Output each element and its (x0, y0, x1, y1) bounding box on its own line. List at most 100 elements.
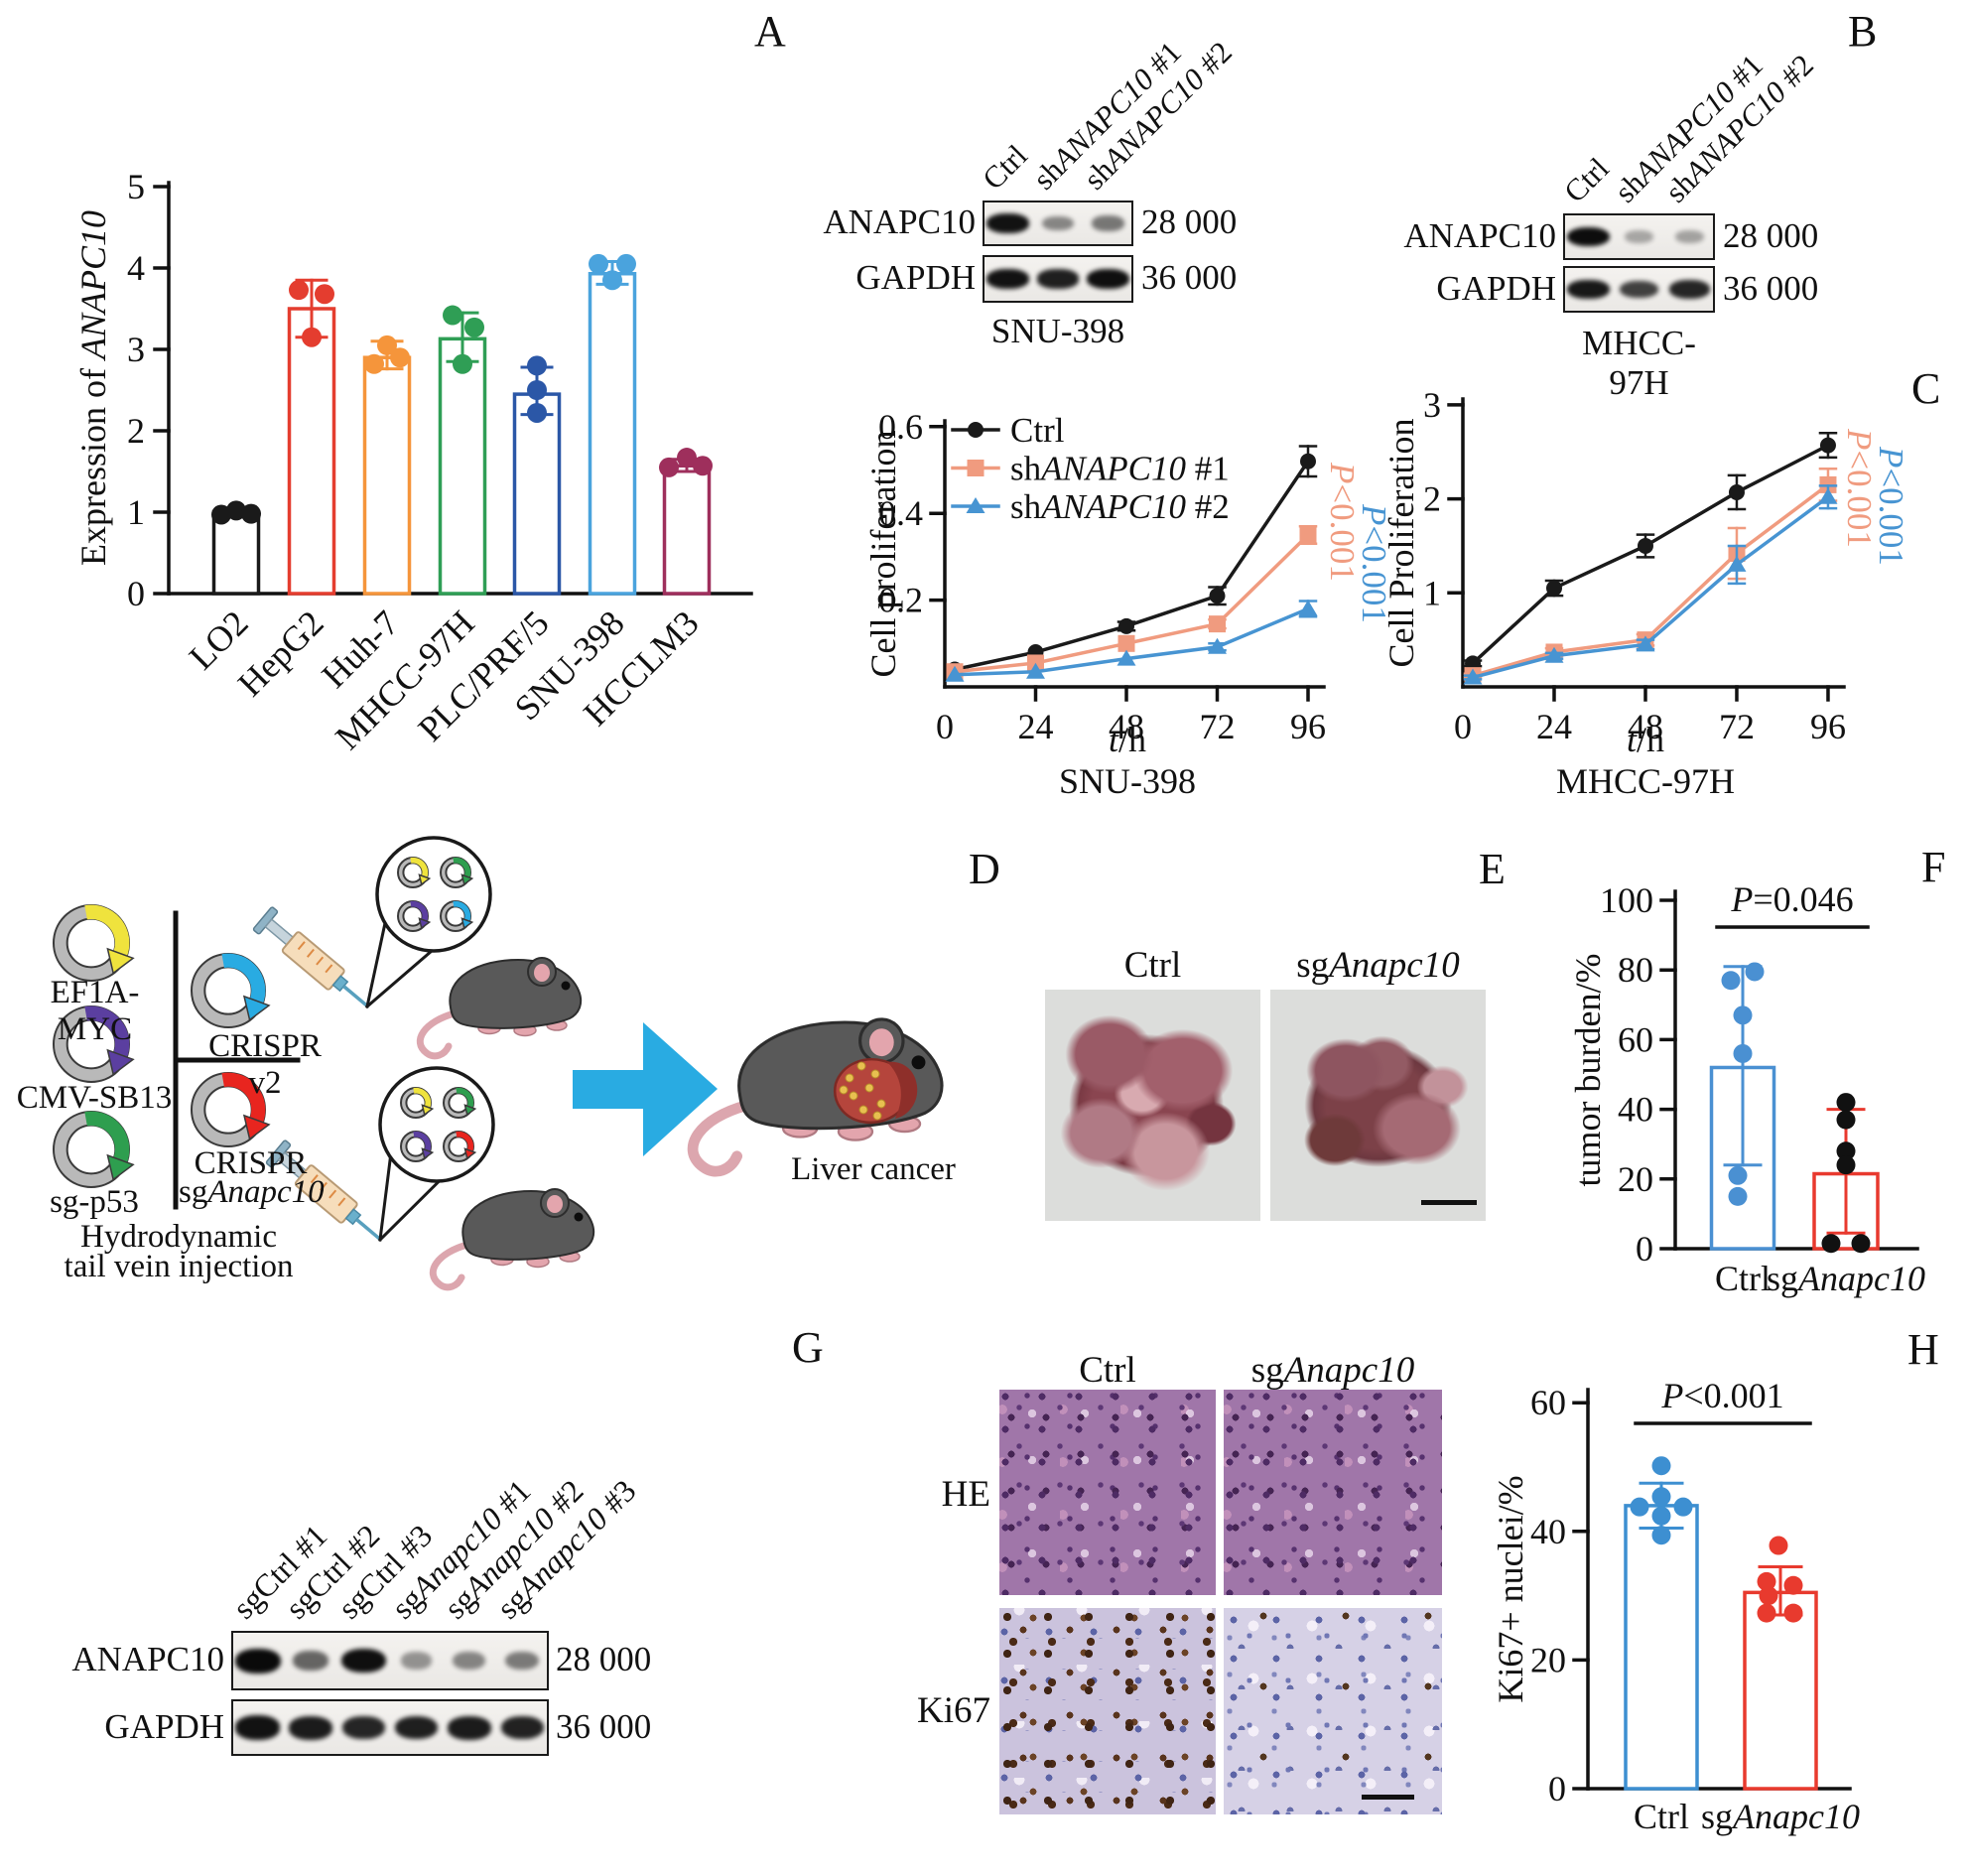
panel-letter-e: E (1479, 845, 1506, 893)
svg-text:Cell proliferation: Cell proliferation (863, 431, 903, 678)
svg-text:100: 100 (1600, 880, 1653, 920)
svg-text:48: 48 (1109, 707, 1144, 746)
panel-letter-d: D (969, 845, 1000, 893)
svg-text:5: 5 (127, 167, 145, 206)
wb-mhcc97h-cell-line-label: MHCC-97H (1582, 324, 1696, 402)
plasmid-icon (397, 900, 432, 932)
plasmid-icon (191, 1072, 271, 1147)
panel-letter-h: H (1907, 1325, 1939, 1374)
scale-bar-histology (1362, 1795, 1414, 1800)
wb-mhcc97h-mw-label: 28 000 (1723, 215, 1819, 255)
syringe-icon (265, 1139, 382, 1241)
diagram-label-sganapc10: sgAnapc10 (179, 1174, 325, 1210)
callout-circle (378, 1066, 495, 1183)
svg-text:Expression of ANAPC10: Expression of ANAPC10 (73, 210, 113, 566)
histology-label-ctrl: Ctrl (1079, 1350, 1136, 1391)
svg-text:0: 0 (1454, 707, 1472, 746)
proliferation-chart-mhcc97h: 1 2 3 0 24 48 72 96 Cell Proliferation t/hMHCC-97… (1381, 385, 1910, 801)
histology-label-sganapc10: sgAnapc10 (1250, 1350, 1415, 1391)
bar-PLC/PRF/5 (512, 392, 562, 596)
wb-mouse-band (340, 1648, 386, 1674)
diagram-label-ef1a-myc: EF1A-MYC (50, 975, 140, 1047)
svg-text:sgAnapc10: sgAnapc10 (1767, 1259, 1925, 1298)
he-image-ctrl (999, 1390, 1216, 1595)
wb-mouse-band (394, 1715, 439, 1740)
wb-mhcc97h-band (1668, 280, 1711, 299)
svg-text:0: 0 (1548, 1769, 1566, 1809)
svg-text:60: 60 (1618, 1019, 1653, 1059)
svg-text:P<0.001: P<0.001 (1355, 503, 1393, 623)
wb-mouse-band (341, 1715, 385, 1740)
svg-text:0.6: 0.6 (878, 407, 923, 447)
svg-text:1: 1 (1423, 573, 1441, 612)
bar-1 (1743, 1590, 1818, 1791)
panel-letter-b: B (1848, 7, 1878, 56)
plasmid-icon (443, 1087, 477, 1119)
wb-mouse-band (234, 1648, 281, 1674)
bar-HCCLM3 (662, 464, 712, 596)
wb-mouse-membrane (231, 1631, 549, 1690)
wb-mouse-band (453, 1651, 486, 1671)
svg-text:P<0.001: P<0.001 (1660, 1376, 1783, 1415)
plasmid-icon (440, 900, 474, 932)
svg-text:t/h: t/h (1627, 720, 1664, 759)
tumor-photo-ctrl (1045, 990, 1260, 1221)
wb-snu398-row-label: ANAPC10 (823, 202, 976, 241)
wb-mouse-band (400, 1652, 433, 1670)
he-image-sganapc10 (1224, 1390, 1442, 1595)
wb-snu398-band (1092, 215, 1124, 231)
svg-text:24: 24 (1536, 707, 1572, 746)
svg-text:40: 40 (1530, 1512, 1566, 1551)
wb-mhcc97h-band (1620, 280, 1658, 299)
histology-row-label-ki67: Ki67 (917, 1690, 990, 1731)
ki67-chart: 0 20 40 60 Ki67+ nuclei/% Ctrl sgAnapc10 P<0.00… (1491, 1376, 1860, 1836)
svg-text:72: 72 (1200, 707, 1236, 746)
wb-mouse-band (500, 1715, 544, 1740)
svg-text:0.2: 0.2 (878, 581, 923, 620)
plasmid-icon (440, 857, 474, 888)
plasmid-icon (400, 1131, 435, 1162)
bar-SNU-398 (588, 271, 637, 596)
svg-text:20: 20 (1530, 1640, 1566, 1679)
svg-text:20: 20 (1618, 1159, 1653, 1199)
svg-text:3: 3 (1423, 385, 1441, 425)
flow-arrow (573, 1022, 718, 1156)
wb-snu398-band (1087, 269, 1130, 289)
svg-text:P<0.001: P<0.001 (1872, 446, 1910, 566)
svg-text:Cell Proliferation: Cell Proliferation (1381, 419, 1421, 668)
wb-mouse-band (448, 1715, 491, 1740)
diagram-label-cmv-sb13: CMV-SB13 (16, 1080, 173, 1116)
bar-Huh-7 (362, 355, 412, 596)
tumor-photo-sganapc10 (1270, 990, 1486, 1221)
bar-LO2 (211, 510, 261, 596)
plasmid-icon (191, 953, 271, 1028)
wb-mhcc97h-row-label: ANAPC10 (1403, 215, 1556, 255)
svg-text:0: 0 (1636, 1229, 1653, 1269)
svg-text:Ctrl: Ctrl (1715, 1259, 1771, 1298)
wb-mouse-band (289, 1715, 332, 1740)
svg-text:72: 72 (1719, 707, 1755, 746)
wb-mhcc97h-band (1566, 226, 1611, 247)
wb-mouse-band (505, 1651, 540, 1671)
bar-MHCC-97H (438, 336, 487, 596)
svg-text:HepG2: HepG2 (230, 603, 331, 704)
svg-text:0.4: 0.4 (878, 493, 923, 533)
svg-text:0: 0 (127, 574, 145, 613)
tumor-photo-label-sganapc10: sgAnapc10 (1296, 945, 1460, 986)
diagram-label-injection-1: Hydrodynamic (80, 1219, 277, 1255)
svg-text:Ctrl: Ctrl (1634, 1797, 1689, 1836)
wb-snu398-band (1037, 269, 1079, 289)
wb-snu398-mw-label: 36 000 (1141, 258, 1238, 297)
wb-mouse-mw-label: 36 000 (556, 1706, 652, 1746)
plasmid-icon (53, 1005, 135, 1083)
diagram-label-crispr-v2: CRISPR v2 (208, 1028, 322, 1101)
wb-mhcc97h-band (1567, 279, 1610, 300)
svg-text:P=0.046: P=0.046 (1730, 879, 1853, 919)
diagram-label-liver-cancer: Liver cancer (791, 1151, 956, 1187)
wb-snu398-band (986, 269, 1029, 289)
wb-snu398-band (1042, 215, 1074, 231)
plasmid-icon (443, 1131, 477, 1162)
wb-mouse-membrane (231, 1699, 549, 1756)
